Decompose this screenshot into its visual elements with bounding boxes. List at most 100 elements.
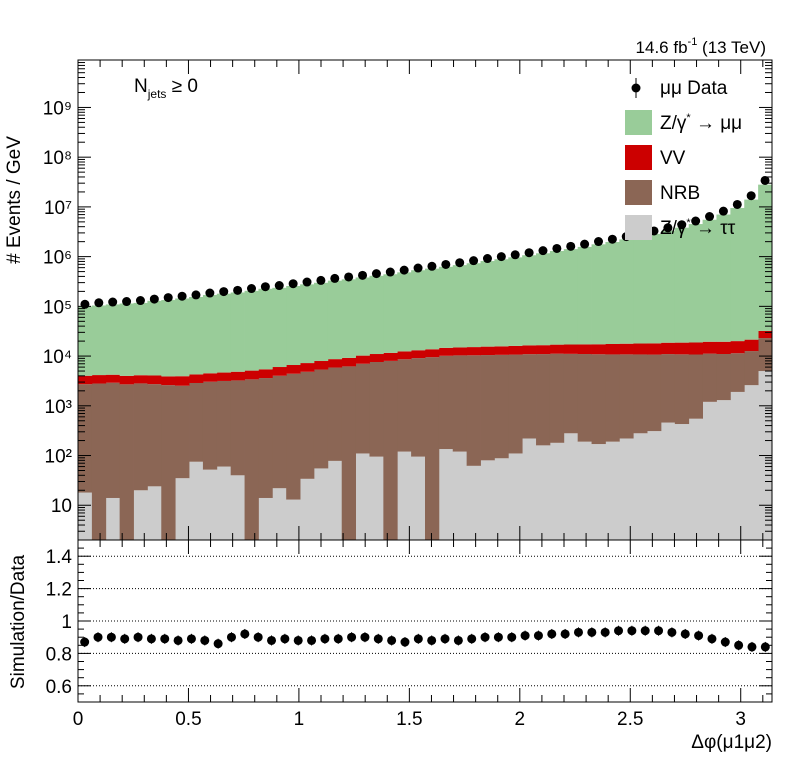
bar (605, 344, 620, 355)
bar (397, 451, 412, 540)
data-point (177, 291, 187, 301)
bar (216, 293, 232, 373)
ratio-point (587, 627, 597, 637)
bar (466, 355, 481, 466)
bar (647, 431, 662, 540)
data-point (705, 212, 715, 222)
bar (355, 453, 370, 540)
bar (730, 207, 745, 342)
ratio-point (253, 632, 263, 642)
bar (549, 344, 565, 354)
bar (452, 265, 468, 348)
ratio-point (614, 626, 624, 636)
data-point (482, 254, 492, 264)
stacked-histogram (78, 184, 773, 540)
ratio-point (333, 634, 343, 644)
ratio-y-tick-label: 1 (61, 612, 72, 633)
bar (619, 343, 634, 355)
legend-swatch-zgamma-mumu (625, 110, 652, 135)
bar (744, 199, 759, 340)
main-panel-ticks (77, 59, 772, 541)
data-point (233, 285, 243, 295)
bar (647, 343, 662, 355)
data-point (413, 263, 423, 273)
bar (78, 492, 93, 540)
bar (272, 367, 287, 376)
ratio-point (160, 634, 170, 644)
bar (522, 438, 537, 540)
ratio-point (240, 629, 250, 639)
bar (508, 257, 523, 346)
data-point (344, 272, 354, 282)
data-point (718, 206, 728, 216)
data-point (260, 282, 270, 292)
ratio-point (186, 634, 196, 644)
bar (147, 384, 162, 487)
data-point (691, 216, 701, 226)
legend-item-zgamma-mumu: Z/γ* → μμ (625, 110, 742, 135)
bar (369, 362, 384, 457)
ratio-point (120, 634, 130, 644)
y-tick-label: 10 (51, 496, 72, 517)
bar (258, 497, 273, 540)
data-point (80, 299, 90, 309)
x-tick-label: 0.5 (175, 709, 201, 730)
x-axis-title: Δφ(μ1μ2) (691, 732, 772, 753)
ratio-point (307, 635, 317, 645)
bar (230, 292, 245, 372)
ratio-point (507, 632, 517, 642)
ratio-point (440, 634, 450, 644)
bar (216, 372, 232, 381)
bar (536, 445, 551, 540)
bar (730, 353, 745, 392)
bar (674, 227, 690, 343)
ratio-point (267, 635, 277, 645)
data-point (205, 288, 215, 298)
bar (563, 344, 579, 354)
data-point (274, 281, 284, 291)
bar (619, 438, 634, 540)
ratio-point (627, 626, 637, 636)
bar (758, 184, 773, 331)
bar (425, 357, 440, 540)
y-axis-title-main: # Events / GeV (4, 136, 25, 264)
ratio-point (533, 631, 543, 641)
legend-swatch-vv (625, 145, 652, 170)
bar (202, 469, 218, 540)
bar (605, 354, 620, 442)
bar (119, 375, 134, 385)
y-tick-label: 10⁷ (44, 198, 72, 219)
bar (258, 369, 273, 379)
bar (147, 300, 162, 376)
ratio-panel: 0.6 0.8 1 1.2 1.4 0 0.5 1 1.5 2 2.5 3 Simulation/D… (8, 539, 773, 753)
ratio-point (200, 635, 210, 645)
ratio-point (467, 634, 477, 644)
data-point (108, 297, 118, 307)
series-1 (78, 338, 773, 540)
ratio-point (707, 634, 717, 644)
ratio-point (93, 632, 103, 642)
data-point (122, 297, 132, 307)
bar (688, 354, 703, 419)
bar (438, 449, 454, 540)
data-point (302, 277, 312, 287)
ratio-point (734, 640, 744, 650)
ratio-point (320, 634, 330, 644)
legend: μμ Data Z/γ* → μμ VV NRB Z/γ* → ττ (625, 78, 742, 240)
bar (716, 341, 731, 355)
ratio-y-tick-label: 0.6 (46, 677, 72, 698)
data-point (219, 287, 229, 297)
ratio-panel-frame (77, 539, 773, 703)
ratio-point (106, 632, 116, 642)
ratio-points (80, 625, 770, 652)
ratio-point (640, 626, 650, 636)
bar (355, 363, 370, 454)
bar (355, 355, 370, 364)
data-point (149, 294, 159, 304)
bar (383, 360, 398, 540)
data-point (580, 239, 590, 249)
bar (674, 342, 690, 355)
bar (189, 461, 204, 540)
bar (549, 353, 565, 443)
